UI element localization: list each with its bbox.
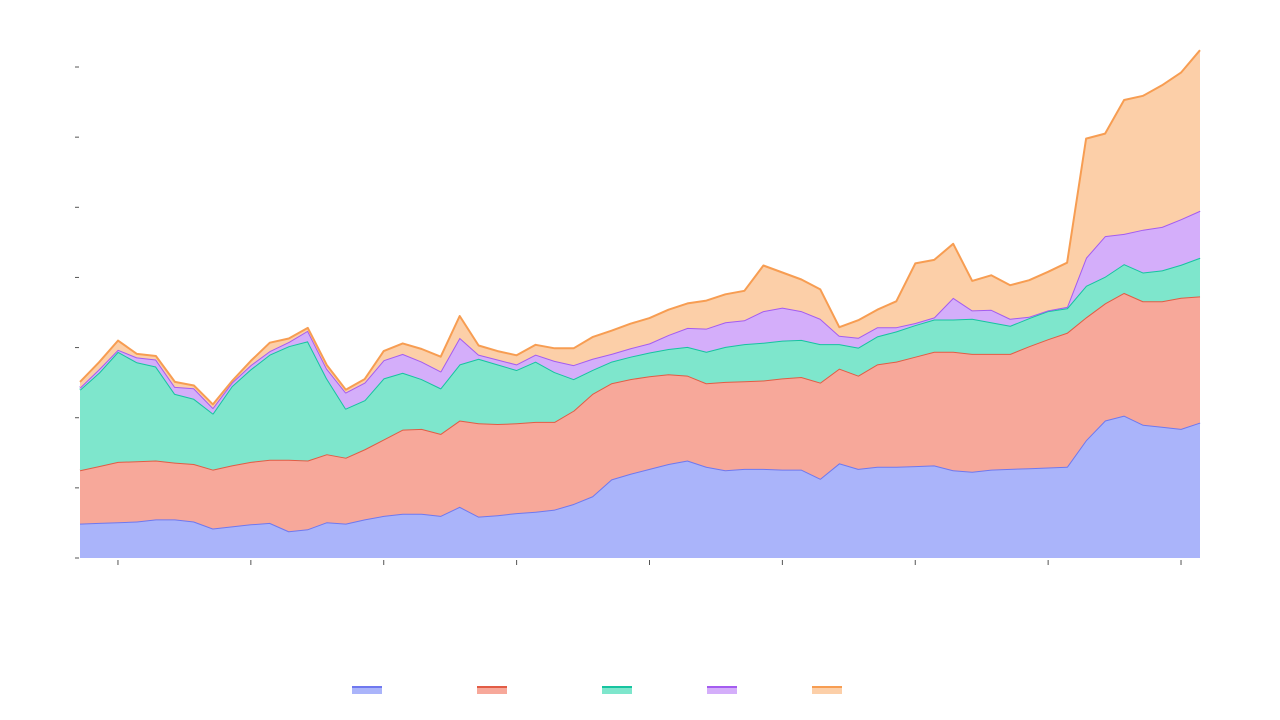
legend-swatch-edge xyxy=(352,686,382,688)
legend-swatch-edge xyxy=(477,686,507,688)
legend-swatch xyxy=(602,686,632,694)
legend-swatch xyxy=(477,686,507,694)
legend-item-1[interactable] xyxy=(352,682,442,696)
x-axis xyxy=(118,560,1181,565)
legend-swatch xyxy=(352,686,382,694)
legend-item-4[interactable] xyxy=(707,682,797,696)
legend-item-3[interactable] xyxy=(602,682,692,696)
y-axis xyxy=(75,67,79,558)
series-areas xyxy=(80,50,1200,558)
legend-item-2[interactable] xyxy=(477,682,567,696)
legend-swatch xyxy=(812,686,842,694)
legend-swatch-edge xyxy=(602,686,632,688)
legend-swatch-edge xyxy=(812,686,842,688)
legend-swatch xyxy=(707,686,737,694)
legend-item-5[interactable] xyxy=(812,682,902,696)
legend-swatch-edge xyxy=(707,686,737,688)
